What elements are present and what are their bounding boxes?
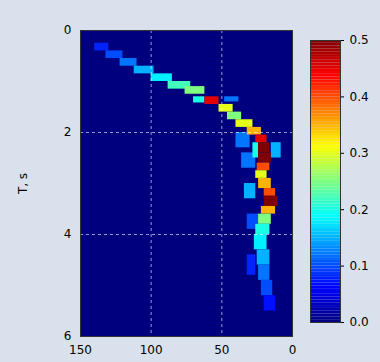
svg-text:2: 2 [64, 125, 72, 139]
svg-text:0.3: 0.3 [350, 146, 369, 160]
svg-text:50: 50 [214, 343, 229, 357]
svg-text:0.4: 0.4 [350, 90, 369, 104]
svg-text:0.5: 0.5 [350, 33, 369, 47]
svg-text:150: 150 [69, 343, 92, 357]
svg-text:0.2: 0.2 [350, 203, 369, 217]
svg-text:0.1: 0.1 [350, 259, 369, 273]
svg-text:4: 4 [64, 227, 72, 241]
svg-text:6: 6 [64, 329, 72, 343]
svg-text:T, s: T, s [16, 173, 30, 195]
svg-text:100: 100 [140, 343, 163, 357]
svg-text:0: 0 [289, 343, 297, 357]
svg-text:0.0: 0.0 [350, 315, 369, 329]
svg-text:0: 0 [64, 23, 72, 37]
